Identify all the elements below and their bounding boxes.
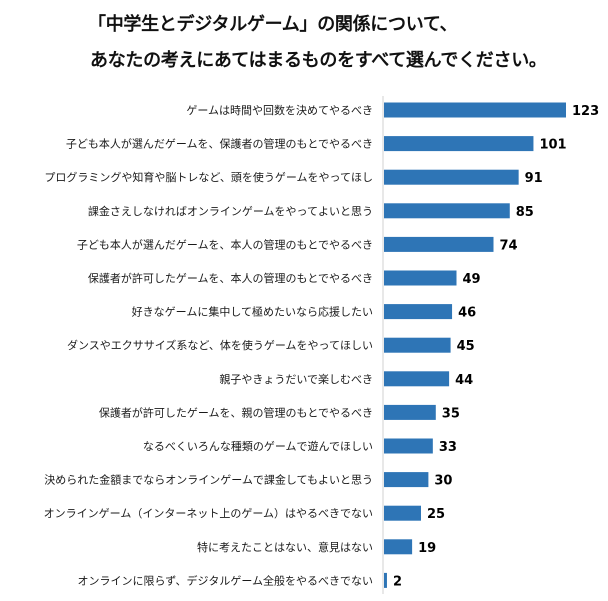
chart-title-line2: あなたの考えにあてはまるものをすべて選んでください。 <box>90 50 547 71</box>
category-label: プログラミングや知育や脳トレなど、頭を使うゲームをやってほし <box>44 170 373 184</box>
value-label: 19 <box>418 541 436 556</box>
bar <box>384 304 453 320</box>
category-label: 特に考えたことはない、意見はない <box>197 540 373 554</box>
bar <box>384 371 450 387</box>
category-label: 保護者が許可したゲームを、本人の管理のもとでやるべき <box>88 271 373 285</box>
category-label: 親子やきょうだいで楽しむべき <box>219 373 373 386</box>
value-label: 123 <box>572 104 599 119</box>
value-label: 74 <box>499 238 517 253</box>
category-label: ダンスやエクササイズ系など、体を使うゲームをやってほしい <box>67 338 373 352</box>
bar <box>384 102 566 118</box>
value-label: 49 <box>463 272 481 287</box>
value-label: 46 <box>458 306 476 321</box>
bar <box>384 270 457 286</box>
value-label: 85 <box>516 205 534 220</box>
bar <box>384 505 421 521</box>
category-label: オンラインゲーム（インターネット上のゲーム）はやるべきでない <box>44 507 373 520</box>
value-label: 2 <box>393 574 402 589</box>
category-label: オンラインに限らず、デジタルゲーム全般をやるべきでない <box>78 573 373 587</box>
category-label: 課金さえしなければオンラインゲームをやってよいと思う <box>88 204 373 218</box>
bar <box>384 539 413 555</box>
value-label: 44 <box>455 373 473 388</box>
value-label: 33 <box>439 440 457 455</box>
value-label: 101 <box>539 138 566 153</box>
bar <box>384 472 429 488</box>
category-label: 子ども本人が選んだゲームを、保護者の管理のもとでやるべき <box>66 137 373 151</box>
bar <box>384 438 433 454</box>
category-label: 保護者が許可したゲームを、親の管理のもとでやるべき <box>99 405 373 419</box>
value-label: 25 <box>427 507 445 522</box>
category-label: 決められた金額までならオンラインゲームで課金してもよいと思う <box>44 473 373 487</box>
value-label: 45 <box>457 339 475 354</box>
category-label: なるべくいろんな種類のゲームで遊んでほしい <box>143 439 373 453</box>
value-label: 35 <box>442 406 460 421</box>
bar <box>384 337 451 353</box>
value-label: 91 <box>525 171 543 186</box>
bar <box>384 404 436 420</box>
bar <box>384 236 494 252</box>
bar <box>384 169 519 185</box>
bar <box>384 136 534 152</box>
chart-title-line1: 「中学生とデジタルゲーム」の関係について、 <box>88 14 458 35</box>
category-label: 子ども本人が選んだゲームを、本人の管理のもとでやるべき <box>77 237 373 251</box>
bar <box>384 572 387 588</box>
value-label: 30 <box>434 474 452 489</box>
category-label: 好きなゲームに集中して極めたいなら応援したい <box>132 305 373 319</box>
category-label: ゲームは時間や回数を決めてやるべき <box>186 104 373 117</box>
bar <box>384 203 510 219</box>
